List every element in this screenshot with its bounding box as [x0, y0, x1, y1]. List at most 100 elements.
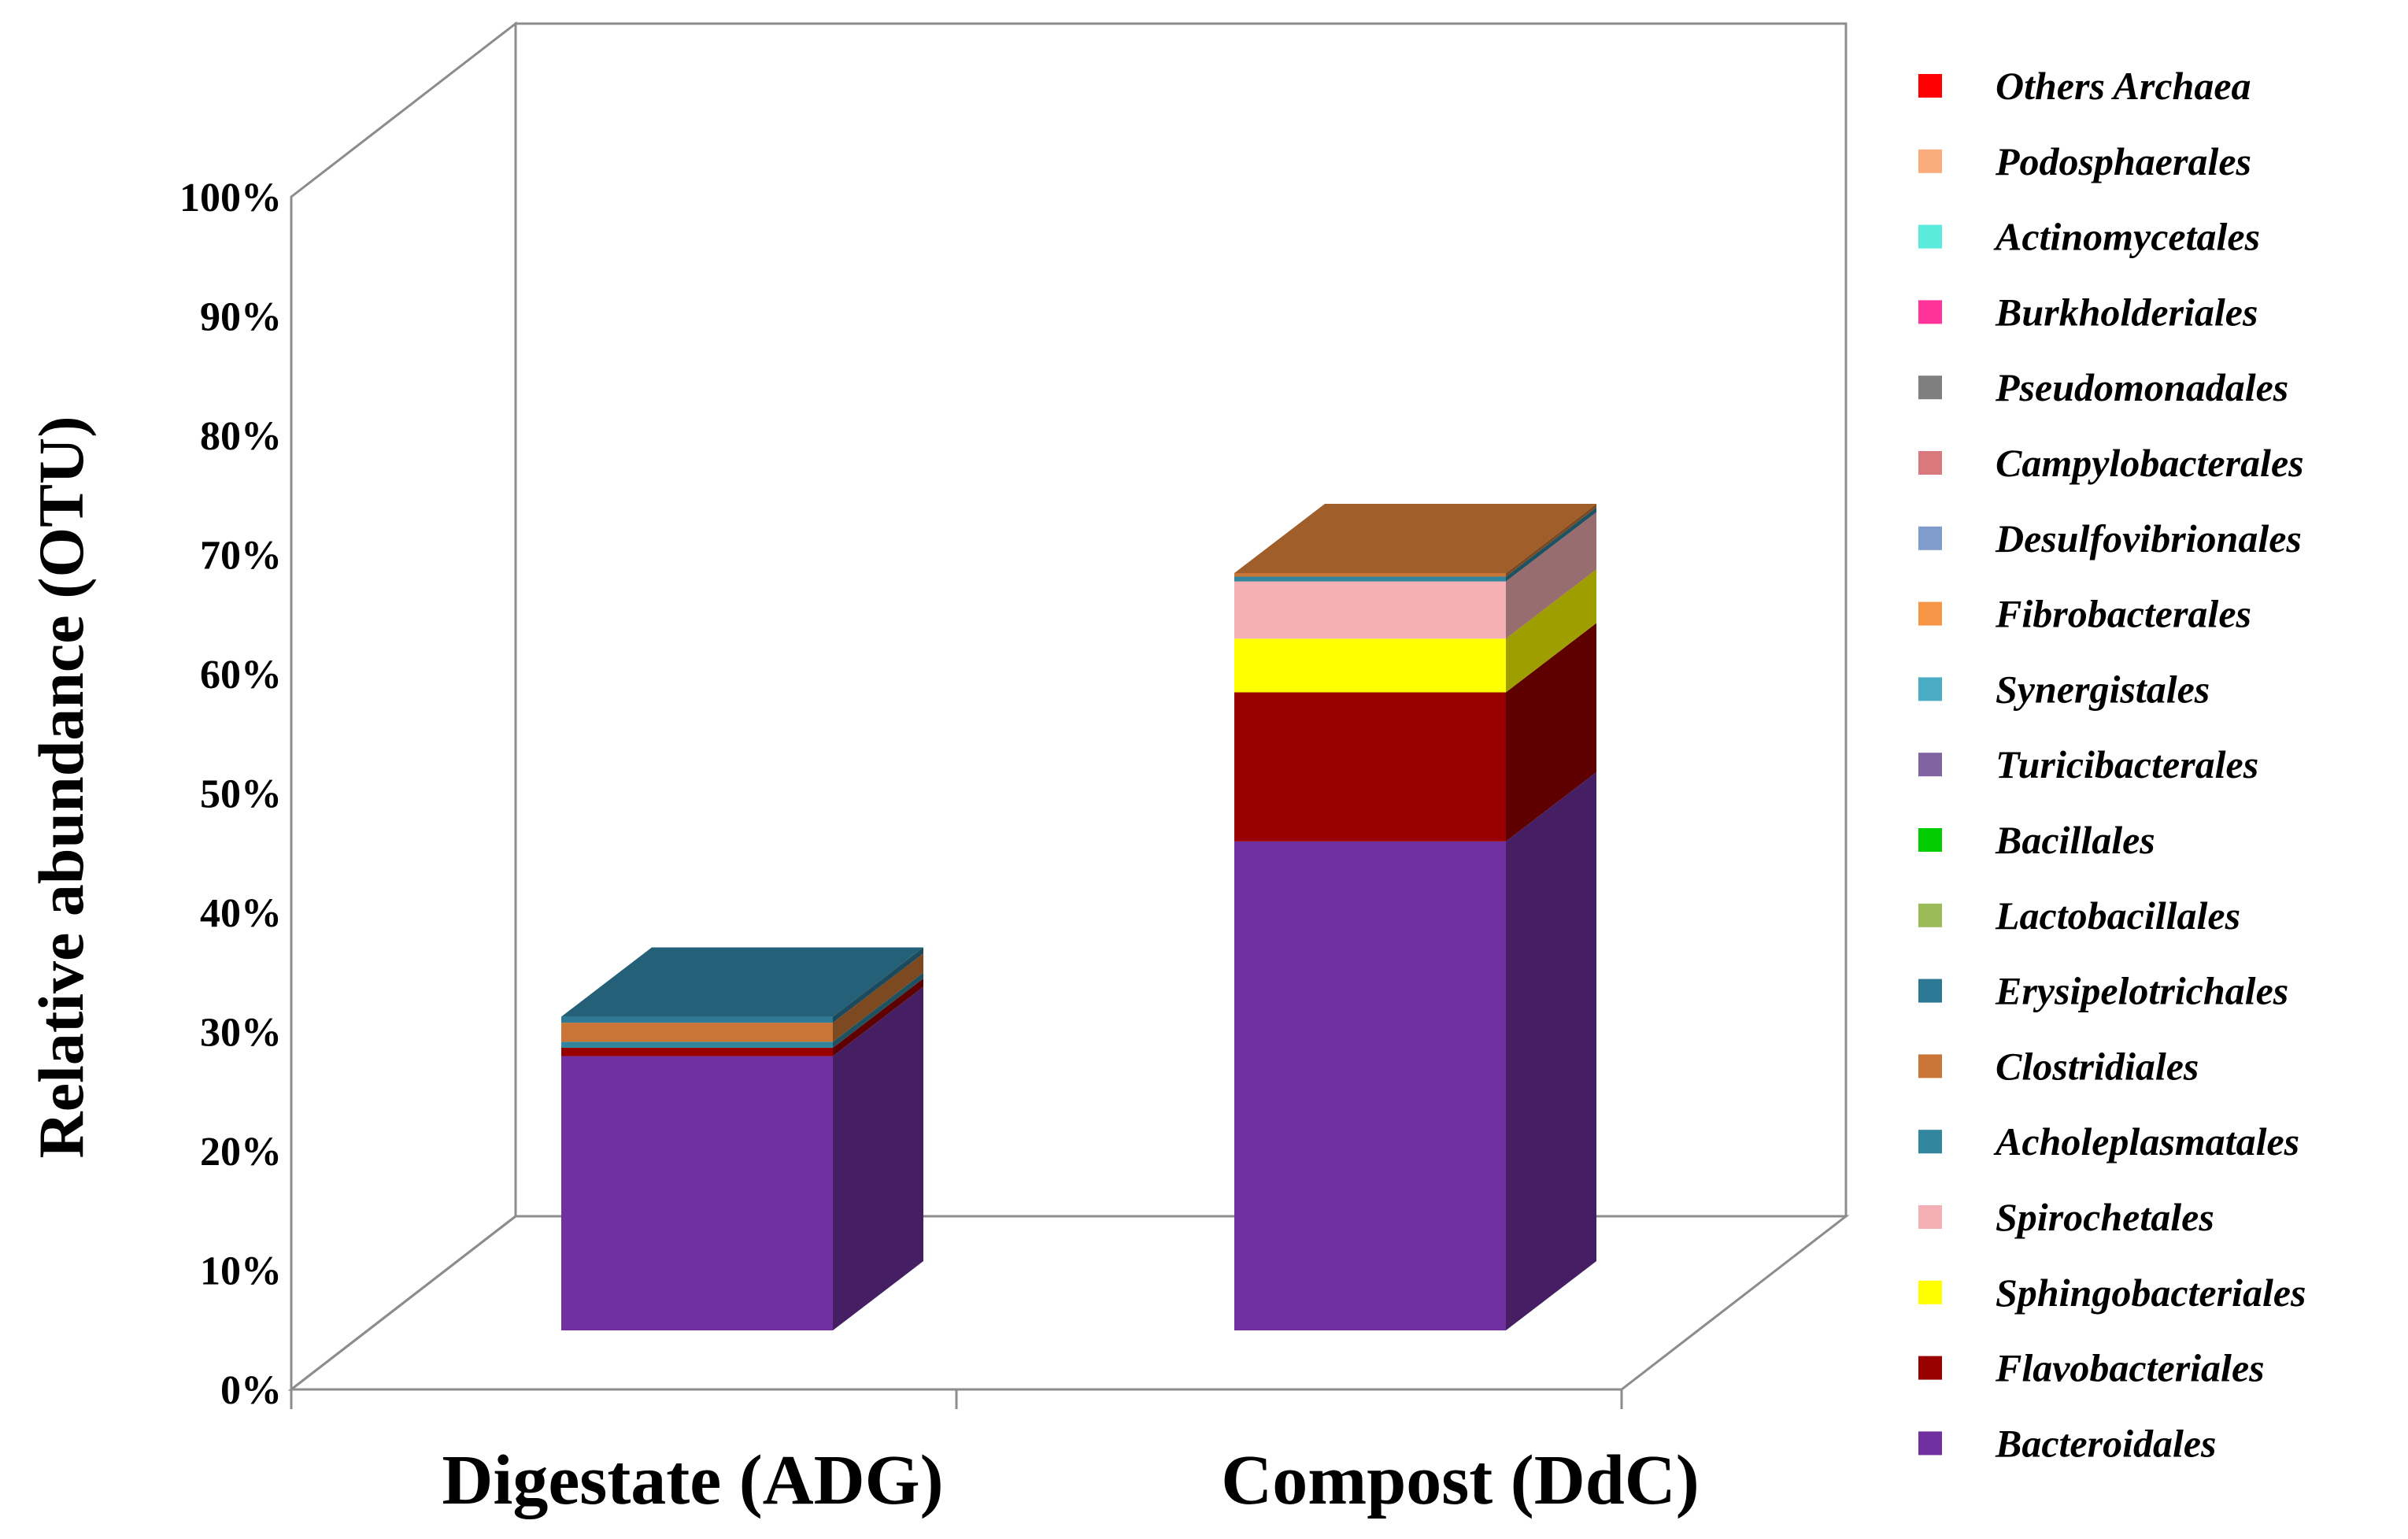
bar-top	[561, 947, 923, 1017]
bar-segment	[1234, 569, 1596, 693]
legend-item: Sphingobacteriales	[1918, 1271, 2306, 1315]
legend-item: Clostridiales	[1918, 1044, 2199, 1088]
legend-label: Podosphaerales	[1995, 139, 2251, 183]
legend-label: Spirochetales	[1996, 1195, 2214, 1239]
legend-swatch	[1918, 300, 1942, 324]
legend-label: Others Archaea	[1996, 64, 2251, 108]
y-axis-label: Relative abundance (OTU)	[25, 416, 97, 1159]
legend-label: Bacteroidales	[1995, 1421, 2217, 1465]
x-axis-categories: Digestate (ADG) Compost (DdC)	[442, 1441, 1699, 1519]
bar-segment-front	[561, 1047, 833, 1056]
y-tick-label: 60%	[200, 653, 282, 697]
legend-item: Pseudomonadales	[1918, 365, 2288, 409]
legend-label: Campylobacterales	[1996, 441, 2304, 485]
legend-item: Turicibacterales	[1918, 742, 2258, 786]
legend-label: Actinomycetales	[1993, 215, 2260, 259]
legend-item: Lactobacillales	[1918, 893, 2240, 938]
legend-swatch	[1918, 753, 1942, 777]
y-axis-ticks: 0% 10% 20% 30% 40% 50% 60% 70% 80% 90% 100%	[179, 176, 282, 1413]
bar-segment-side	[1506, 623, 1596, 842]
legend-label: Fibrobacterales	[1995, 592, 2251, 636]
legend-swatch	[1918, 451, 1942, 475]
legend-swatch	[1918, 1054, 1942, 1078]
side-wall	[290, 20, 517, 1393]
bar-segment-front	[1234, 841, 1506, 1330]
legend-swatch	[1918, 979, 1942, 1003]
legend-swatch	[1918, 526, 1942, 550]
y-tick-label: 90%	[200, 295, 282, 340]
legend-swatch	[1918, 677, 1942, 701]
legend-swatch	[1918, 1280, 1942, 1304]
legend-item: Burkholderiales	[1918, 290, 2258, 334]
legend-item: Campylobacterales	[1918, 441, 2304, 485]
bar-segment-front	[1234, 572, 1506, 577]
x-category-label: Compost (DdC)	[1221, 1441, 1700, 1519]
bar-segment-front	[1234, 638, 1506, 693]
bar-top	[1234, 503, 1596, 573]
legend-swatch	[1918, 376, 1942, 400]
legend-item: Acholeplasmatales	[1918, 1119, 2299, 1163]
bar-segment-front	[561, 1016, 833, 1023]
legend-label: Desulfovibrionales	[1995, 516, 2302, 560]
bar-segment-front	[561, 1041, 833, 1048]
bar-segment	[1234, 507, 1596, 582]
bar-segment	[1234, 503, 1596, 577]
legend-swatch	[1918, 1130, 1942, 1154]
legend-swatch	[1918, 1356, 1942, 1380]
bar-segment-front	[1234, 581, 1506, 639]
legend-label: Sphingobacteriales	[1996, 1271, 2306, 1315]
y-tick-label: 10%	[200, 1249, 282, 1294]
legend-label: Acholeplasmatales	[1993, 1119, 2299, 1163]
legend-item: Erysipelotrichales	[1918, 969, 2288, 1013]
floor	[287, 1215, 1850, 1391]
legend-swatch	[1918, 1205, 1942, 1229]
legend-item: Fibrobacterales	[1918, 592, 2251, 636]
y-tick-label: 50%	[200, 772, 282, 817]
legend-label: Lactobacillales	[1995, 893, 2240, 938]
legend-swatch	[1918, 74, 1942, 98]
legend-label: Pseudomonadales	[1995, 365, 2288, 409]
bar-segment-side	[833, 972, 923, 1048]
legend-item: Desulfovibrionales	[1918, 516, 2302, 560]
bar-segment-side	[1506, 771, 1596, 1330]
bar-segment-side	[1506, 503, 1596, 577]
legend-label: Turicibacterales	[1996, 742, 2258, 786]
bar-segment	[561, 953, 923, 1042]
y-tick-label: 20%	[200, 1130, 282, 1175]
legend-swatch	[1918, 828, 1942, 852]
bar-segment	[1234, 512, 1596, 639]
bar-segment-front	[1234, 576, 1506, 582]
legend-item: Podosphaerales	[1918, 139, 2251, 183]
bar-segment-side	[833, 978, 923, 1056]
legend-item: Bacteroidales	[1918, 1421, 2217, 1465]
legend-label: Bacillales	[1995, 818, 2155, 862]
legend-item: Flavobacteriales	[1918, 1346, 2265, 1390]
legend-swatch	[1918, 903, 1942, 927]
bar-segment-side	[1506, 569, 1596, 693]
bar-segment-front	[561, 1023, 833, 1042]
y-tick-label: 40%	[200, 891, 282, 936]
bar-segment	[561, 978, 923, 1056]
bar-segment-side	[1506, 507, 1596, 582]
legend-label: Clostridiales	[1996, 1044, 2199, 1088]
legend-label: Burkholderiales	[1995, 290, 2258, 334]
legend-item: Synergistales	[1918, 667, 2210, 711]
y-tick-label: 70%	[200, 534, 282, 579]
legend: Others Archaea Podosphaerales Actinomyceta…	[1918, 64, 2306, 1465]
legend-item: Others Archaea	[1918, 64, 2251, 108]
bar-segment	[1234, 623, 1596, 842]
legend-item: Bacillales	[1918, 818, 2155, 862]
bar-segment-front	[561, 1056, 833, 1330]
bar-segment-side	[833, 986, 923, 1330]
legend-label: Erysipelotrichales	[1995, 969, 2288, 1013]
legend-label: Flavobacteriales	[1995, 1346, 2265, 1390]
legend-label: Synergistales	[1996, 667, 2210, 711]
legend-swatch	[1918, 601, 1942, 626]
bar-segment	[561, 947, 923, 1023]
legend-swatch	[1918, 1431, 1942, 1456]
bar-segment-front	[1234, 692, 1506, 842]
bar-segment-side	[833, 947, 923, 1023]
bar-segment	[561, 972, 923, 1048]
bar-segment	[1234, 771, 1596, 1330]
